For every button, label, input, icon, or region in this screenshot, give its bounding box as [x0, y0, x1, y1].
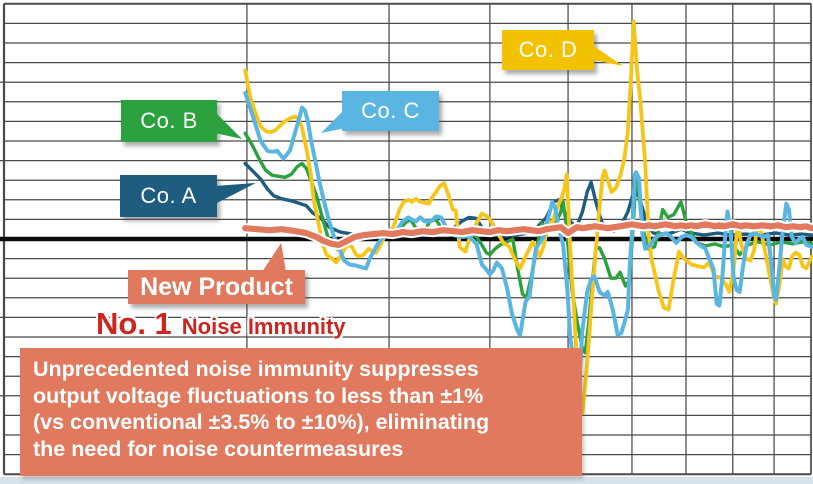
callout-co-c: Co. C: [342, 91, 439, 131]
callout-new-product: New Product: [128, 270, 305, 304]
callout-co-b-label: Co. B: [140, 108, 198, 133]
tagline-no1: No. 1: [96, 306, 172, 341]
tagline-noise-immunity: Noise Immunity: [181, 314, 346, 339]
bottom-margin-strip: [0, 477, 813, 484]
tagline: No. 1 Noise Immunity: [96, 306, 346, 342]
description-line: the need for noise countermeasures: [33, 436, 404, 461]
series-new-product: [240, 219, 813, 250]
description-box: Unprecedented noise immunity suppresses …: [20, 348, 582, 476]
description-line: (vs conventional ±3.5% to ±10%), elimina…: [33, 410, 490, 434]
series-co-c: [243, 91, 813, 379]
description-line: Unprecedented noise immunity suppresses: [33, 357, 479, 381]
callout-co-d-label: Co. D: [518, 37, 578, 62]
callout-co-b: Co. B: [121, 100, 217, 142]
callout-new-product-label: New Product: [140, 272, 293, 301]
callout-co-a-label: Co. A: [140, 183, 197, 208]
description-line: output voltage fluctuations to less than…: [33, 383, 484, 408]
callout-co-c-label: Co. C: [361, 98, 420, 123]
series-co-d: [243, 19, 813, 416]
callout-co-d: Co. D: [502, 30, 594, 70]
callout-co-a: Co. A: [120, 175, 217, 217]
